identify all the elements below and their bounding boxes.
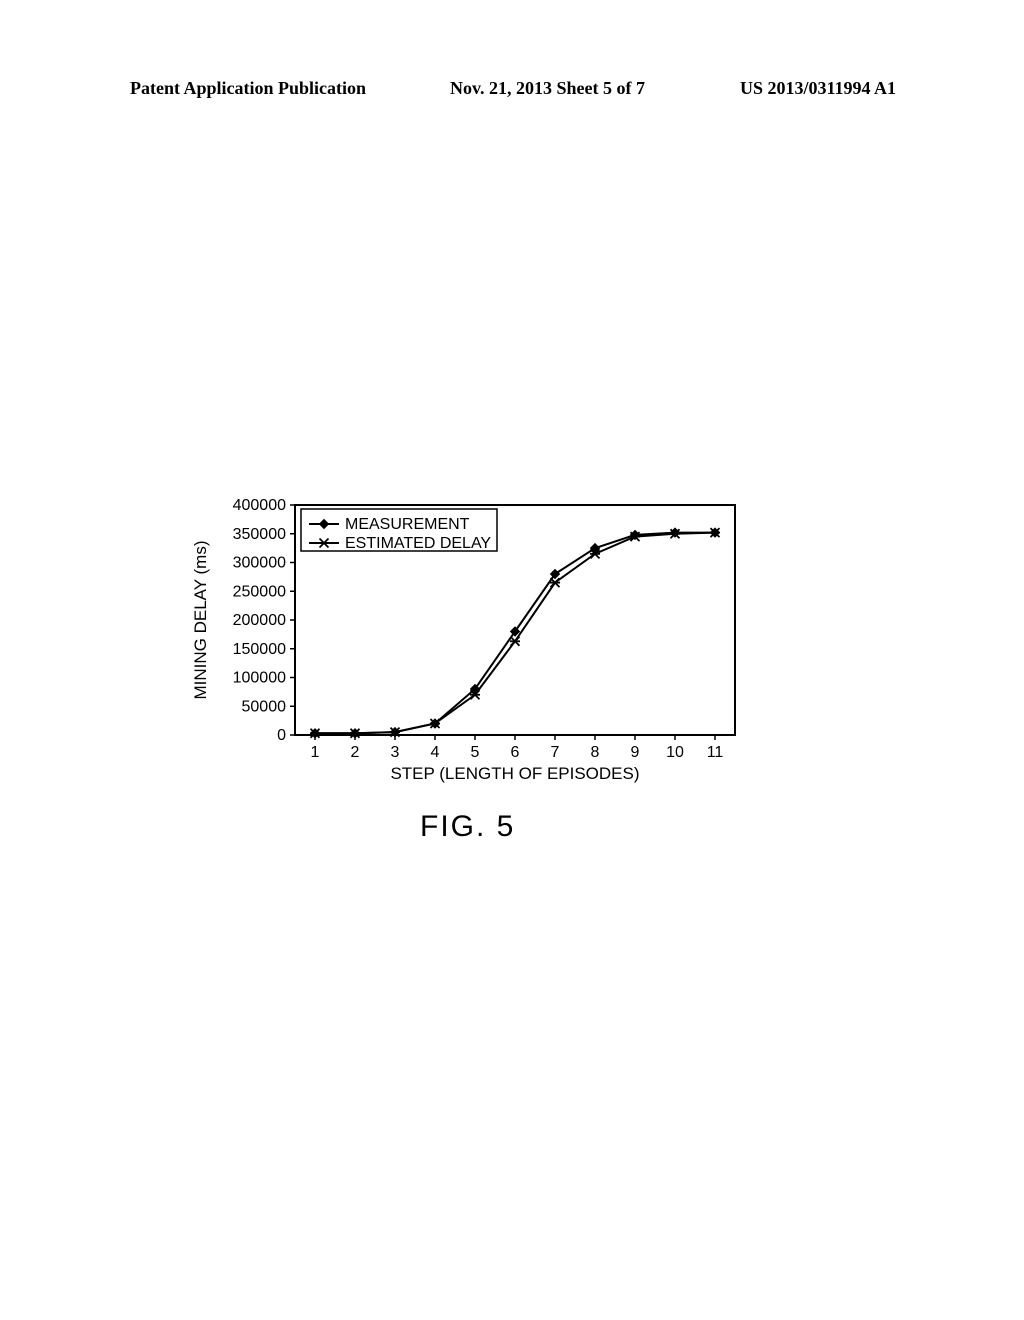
- svg-text:7: 7: [551, 744, 560, 761]
- svg-text:MINING DELAY (ms): MINING DELAY (ms): [191, 541, 210, 700]
- svg-text:250000: 250000: [233, 583, 286, 600]
- svg-text:4: 4: [431, 744, 440, 761]
- svg-text:11: 11: [707, 744, 724, 761]
- svg-text:0: 0: [277, 727, 286, 744]
- svg-text:ESTIMATED DELAY: ESTIMATED DELAY: [345, 535, 491, 552]
- svg-text:6: 6: [511, 744, 520, 761]
- svg-text:1: 1: [311, 744, 320, 761]
- header-left: Patent Application Publication: [130, 78, 366, 99]
- svg-text:3: 3: [391, 744, 400, 761]
- svg-text:9: 9: [631, 744, 640, 761]
- figure-caption: FIG. 5: [420, 810, 515, 844]
- svg-text:350000: 350000: [233, 526, 286, 543]
- svg-text:50000: 50000: [242, 698, 287, 715]
- svg-text:STEP (LENGTH OF EPISODES): STEP (LENGTH OF EPISODES): [390, 764, 639, 783]
- svg-text:10: 10: [666, 744, 684, 761]
- svg-text:200000: 200000: [233, 612, 286, 629]
- svg-text:150000: 150000: [233, 641, 286, 658]
- header-center: Nov. 21, 2013 Sheet 5 of 7: [450, 78, 645, 99]
- svg-text:8: 8: [591, 744, 600, 761]
- svg-text:100000: 100000: [233, 670, 286, 687]
- svg-text:300000: 300000: [233, 555, 286, 572]
- figure-5: 0 50000 100000 150000 200000 250000 300000 3500…: [190, 495, 750, 795]
- header-right: US 2013/0311994 A1: [740, 78, 896, 99]
- svg-text:5: 5: [471, 744, 480, 761]
- page: Patent Application Publication Nov. 21, …: [0, 0, 1024, 1320]
- svg-text:2: 2: [351, 744, 360, 761]
- svg-text:MEASUREMENT: MEASUREMENT: [345, 516, 470, 533]
- mining-delay-chart: 0 50000 100000 150000 200000 250000 300000 3500…: [190, 495, 750, 795]
- svg-text:400000: 400000: [233, 497, 286, 514]
